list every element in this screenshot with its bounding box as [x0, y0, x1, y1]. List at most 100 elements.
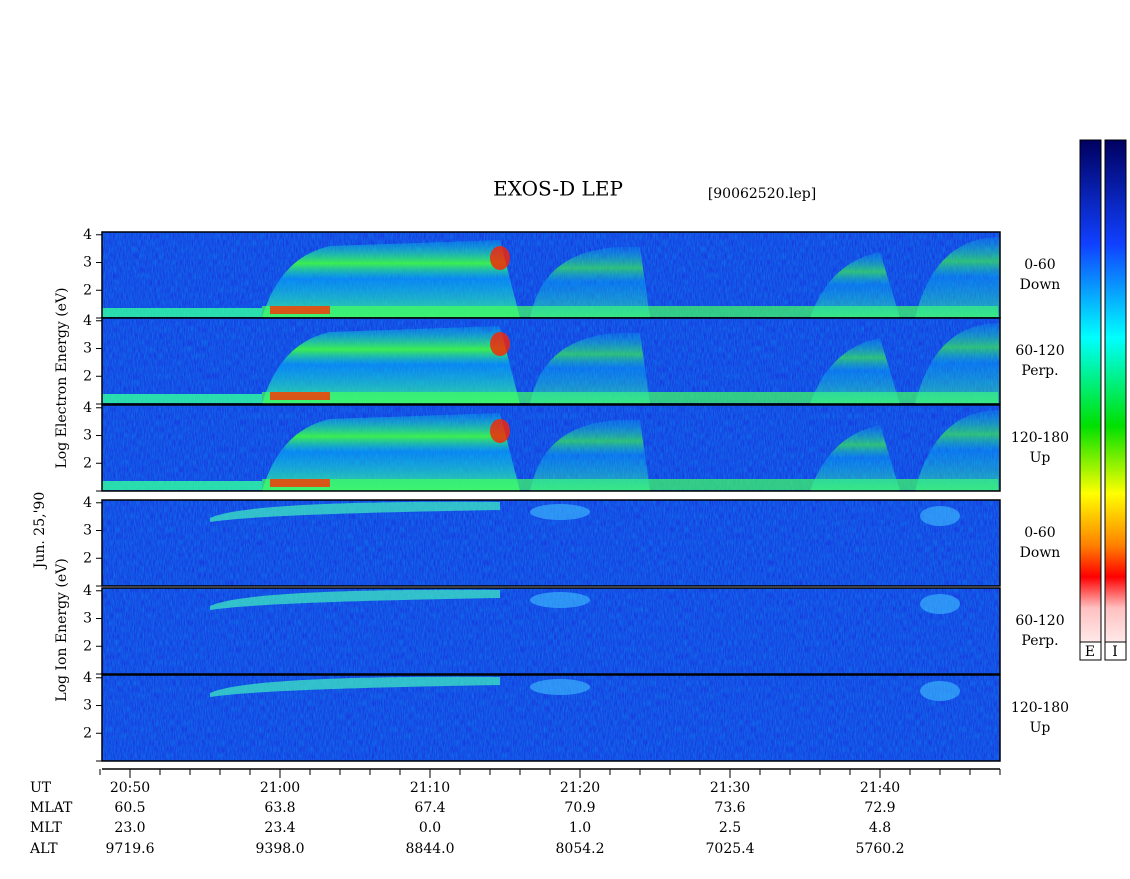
colorbar-label: I	[1112, 644, 1118, 660]
y-tick-label: 2	[83, 282, 92, 298]
ephemeris-value: 0.0	[419, 820, 441, 836]
electron-band	[530, 332, 650, 404]
ephemeris-value: 70.9	[564, 800, 595, 816]
ephemeris-value: 9398.0	[256, 841, 305, 857]
low-energy-band	[102, 394, 262, 403]
ion-patch	[530, 679, 590, 695]
ephemeris-value: 8844.0	[406, 841, 455, 857]
electron-band	[810, 252, 900, 318]
hot-spot	[270, 479, 330, 487]
y-tick-label: 2	[83, 368, 92, 384]
chart-title: EXOS-D LEP	[493, 177, 623, 201]
electron-band	[530, 246, 650, 318]
electron-axis-label: Log Electron Energy (eV)	[54, 287, 70, 468]
ephemeris-value: 21:30	[710, 780, 750, 796]
y-tick-label: 3	[83, 611, 92, 627]
y-tick-label: 4	[83, 495, 92, 511]
pitch-label: 60-120	[1015, 613, 1064, 629]
electron-band	[915, 410, 1000, 491]
panel-frame	[101, 674, 1001, 762]
ephemeris-row-label: ALT	[29, 841, 58, 857]
colorbar-label: E	[1085, 644, 1095, 660]
y-tick-label: 2	[83, 550, 92, 566]
electron-band	[530, 419, 650, 491]
ion-patch	[920, 506, 960, 526]
pitch-label: 0-60	[1024, 525, 1055, 541]
ephemeris-value: 8054.2	[556, 841, 605, 857]
electron-band	[915, 323, 1000, 404]
ephemeris-value: 73.6	[714, 800, 745, 816]
ion-patch	[530, 592, 590, 608]
electron-band	[810, 338, 900, 404]
date-label: Jun. 25,'90	[32, 492, 48, 570]
ephemeris-value: 67.4	[414, 800, 445, 816]
direction-label: Perp.	[1021, 633, 1058, 649]
y-tick-label: 4	[83, 313, 92, 329]
colorbar-label-box	[1104, 641, 1127, 661]
ephemeris-value: 23.0	[114, 820, 145, 836]
ephemeris-value: 60.5	[114, 800, 145, 816]
ion-band	[210, 589, 500, 610]
y-tick-label: 2	[83, 638, 92, 654]
panel-frame	[101, 587, 1001, 675]
y-tick-label: 4	[83, 227, 92, 243]
ion-band	[210, 676, 500, 697]
ephemeris-value: 63.8	[264, 800, 295, 816]
ion-patch	[530, 504, 590, 520]
direction-label: Up	[1030, 720, 1051, 736]
colorbar	[1079, 139, 1102, 661]
pitch-label: 120-180	[1011, 430, 1069, 446]
hot-spot	[490, 332, 510, 356]
low-energy-band	[102, 308, 262, 317]
ephemeris-row-label: MLAT	[30, 800, 73, 816]
direction-label: Down	[1020, 545, 1061, 561]
electron-band	[262, 240, 520, 318]
ion-patch	[920, 681, 960, 701]
direction-label: Down	[1020, 277, 1061, 293]
direction-label: Up	[1030, 450, 1051, 466]
y-tick-label: 4	[83, 400, 92, 416]
y-tick-label: 4	[83, 670, 92, 686]
electron-band	[262, 413, 520, 491]
ion-axis-label: Log Ion Energy (eV)	[54, 558, 70, 701]
y-tick-label: 3	[83, 428, 92, 444]
panel-frame	[101, 499, 1001, 587]
electron-band	[810, 425, 900, 491]
electron-band	[262, 326, 520, 404]
file-label: [90062520.lep]	[708, 186, 816, 202]
y-tick-label: 3	[83, 698, 92, 714]
ephemeris-value: 1.0	[569, 820, 591, 836]
pitch-label: 60-120	[1015, 343, 1064, 359]
ephemeris-value: 9719.6	[106, 841, 155, 857]
y-tick-label: 3	[83, 255, 92, 271]
direction-label: Perp.	[1021, 363, 1058, 379]
ephemeris-value: 21:00	[260, 780, 300, 796]
panel-frame	[101, 317, 1001, 405]
ephemeris-value: 5760.2	[856, 841, 905, 857]
hot-spot	[270, 392, 330, 400]
ephemeris-value: 4.8	[869, 820, 891, 836]
y-tick-label: 2	[83, 455, 92, 471]
ephemeris-value: 21:10	[410, 780, 450, 796]
y-tick-label: 3	[83, 523, 92, 539]
ephemeris-value: 21:20	[560, 780, 600, 796]
ephemeris-value: 72.9	[864, 800, 895, 816]
ion-patch	[920, 594, 960, 614]
ephemeris-value: 21:40	[860, 780, 900, 796]
ephemeris-value: 2.5	[719, 820, 741, 836]
pitch-label: 0-60	[1024, 257, 1055, 273]
colorbar	[1104, 139, 1127, 661]
electron-band	[915, 237, 1000, 318]
spectrogram-panels: 2 3 4 2 3 4 2 3 4 2 3 4 2 3 4 2 3 4	[83, 227, 1001, 762]
ephemeris-value: 23.4	[264, 820, 295, 836]
ion-band	[210, 501, 500, 522]
ephemeris-row-label: MLT	[30, 820, 62, 836]
hot-spot	[490, 246, 510, 270]
hot-spot	[490, 419, 510, 443]
ephemeris-row-label: UT	[30, 780, 52, 796]
ephemeris-value: 20:50	[110, 780, 150, 796]
hot-spot	[270, 306, 330, 314]
panel-frame	[101, 404, 1001, 492]
